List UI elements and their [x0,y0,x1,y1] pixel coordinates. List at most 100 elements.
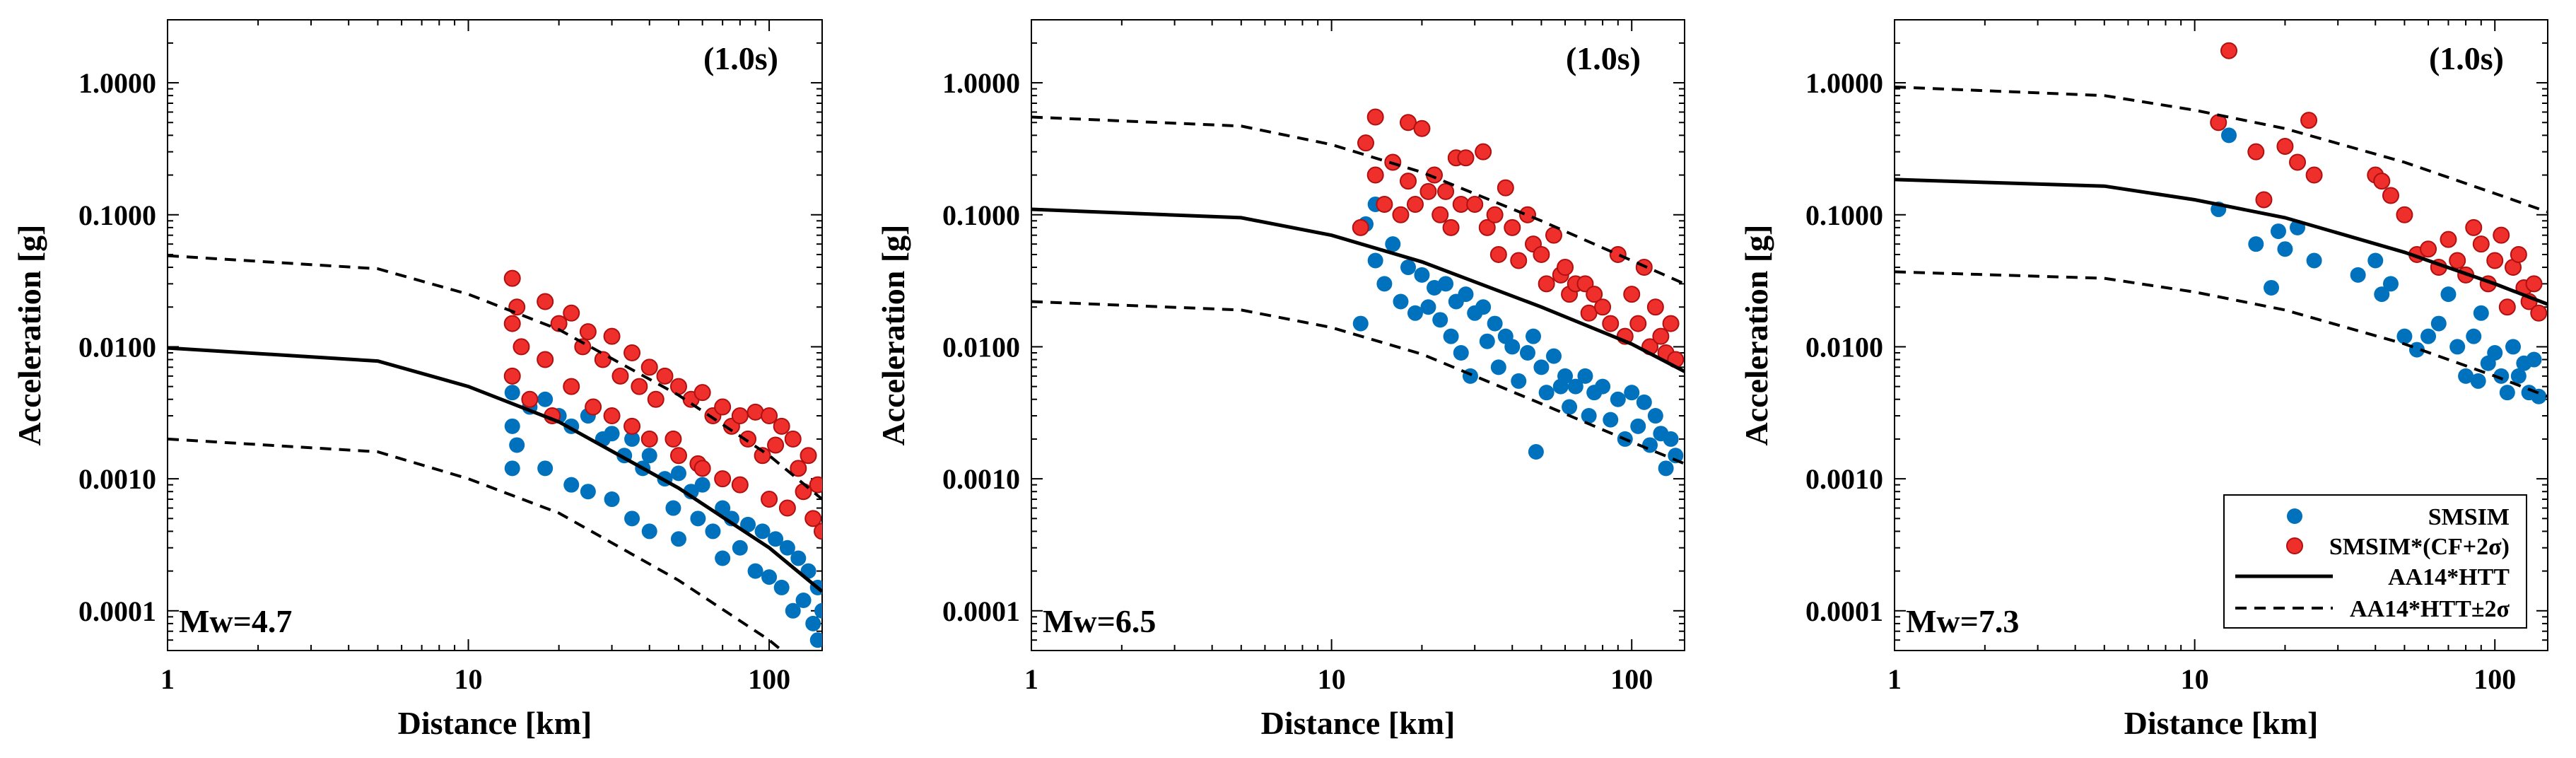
point-smsim [1443,328,1459,344]
series-smsim-cf [503,269,822,540]
point-smsim [1610,391,1626,407]
point-smsim [690,511,706,527]
point-smsim [1630,418,1646,434]
point-smsim [2396,328,2413,344]
point-smsim-cf [714,470,732,488]
x-tick-label: 1 [1024,663,1038,695]
point-smsim [2277,241,2293,257]
point-smsim-cf [2525,275,2543,293]
point-smsim-cf [1629,315,1647,332]
period-label: (1.0s) [2429,40,2504,76]
point-smsim [1458,286,1474,303]
point-smsim [814,602,822,619]
point-smsim-cf [731,407,749,425]
point-smsim-cf [2472,235,2490,253]
point-smsim-cf [1437,182,1455,200]
point-smsim-cf [800,447,817,465]
point-smsim-cf [1623,286,1641,303]
point-smsim-cf [2220,42,2237,59]
legend-label-aa14-htt-2sigma: AA14*HTT±2σ [2350,596,2510,622]
legend-marker-smsim [2287,508,2302,524]
point-smsim-cf [550,315,568,332]
y-tick-label: 0.0010 [1805,463,1883,495]
line-aa14-htt-plus-2sigma [1895,86,2548,214]
series-smsim-cf [1352,108,1685,368]
point-smsim [641,448,657,464]
point-smsim [624,431,640,447]
point-smsim [2264,279,2280,296]
point-smsim [1624,385,1640,401]
point-smsim [2526,351,2542,368]
point-smsim-cf [1486,206,1504,223]
point-smsim-cf [574,338,592,356]
point-smsim [795,593,812,609]
point-smsim [1475,299,1492,315]
point-smsim-cf [761,407,778,425]
point-smsim [1407,305,1423,321]
point-smsim [1658,460,1674,477]
point-smsim [2505,339,2522,355]
point-smsim [1562,399,1578,415]
point-smsim-cf [2289,153,2307,171]
point-smsim-cf [790,460,807,477]
point-smsim [747,563,763,579]
point-smsim [2374,286,2390,303]
point-smsim-cf [1442,218,1460,236]
line-aa14-htt-minus-2sigma [168,437,785,651]
point-smsim [580,484,596,500]
point-smsim-cf [2498,298,2516,316]
point-smsim [1668,448,1684,464]
legend-label-smsim-cf: SMSIM*(CF+2σ) [2329,534,2510,560]
point-smsim-cf [1646,298,1664,316]
point-smsim-cf [1352,218,1369,236]
point-smsim-cf [656,367,674,385]
point-smsim-cf [611,367,629,385]
point-smsim-cf [623,344,641,361]
point-smsim-cf [1489,245,1507,263]
point-smsim-cf [714,398,732,416]
point-smsim-cf [804,510,822,527]
point-smsim-cf [2276,137,2294,155]
point-smsim [2487,344,2503,361]
point-smsim-cf [1594,298,1612,316]
point-smsim-cf [1662,315,1680,332]
point-smsim [2430,315,2447,332]
point-smsim [1519,344,1535,361]
point-smsim [1400,260,1417,276]
y-axis-label: Acceleration [g] [875,225,911,446]
y-tick-label: 0.0010 [78,463,156,495]
point-smsim-cf [1504,218,1521,236]
x-axis-label: Distance [km] [2124,705,2319,741]
chart-panel-3: 1 10 100 0.0001 0.0010 0.0100 0.1000 1.0000 Dist… [1738,19,2548,741]
point-smsim-cf [513,338,530,356]
point-smsim-cf [747,403,764,421]
line-aa14-htt-minus-2sigma [1031,300,1685,465]
point-smsim [670,465,686,482]
point-smsim-cf [647,390,665,408]
period-label: (1.0s) [703,40,778,76]
x-tick-label: 100 [2473,663,2516,695]
point-smsim-cf [693,384,711,402]
point-smsim [2350,267,2366,283]
point-smsim-cf [2449,252,2466,269]
point-smsim-cf [1478,218,1496,236]
point-smsim [1420,299,1436,315]
y-tick-label: 0.0001 [1805,595,1883,627]
point-smsim [1603,412,1619,428]
line-aa14-htt-plus-2sigma [168,254,822,501]
point-smsim-cf [693,460,711,477]
point-smsim [1479,333,1495,349]
point-smsim-cf [594,351,611,368]
point-smsim-cf [521,390,539,408]
line-aa14-htt [168,346,822,593]
point-smsim-cf [1557,259,1574,276]
x-tick-label: 100 [1610,663,1653,695]
point-smsim [670,531,686,547]
point-smsim [504,460,520,477]
point-smsim [1490,359,1506,375]
point-smsim [1453,344,1469,361]
point-smsim-cf [778,499,796,517]
axis-ticks [167,20,822,651]
plot-area [167,19,823,651]
y-tick-label: 0.0100 [1805,331,1883,363]
